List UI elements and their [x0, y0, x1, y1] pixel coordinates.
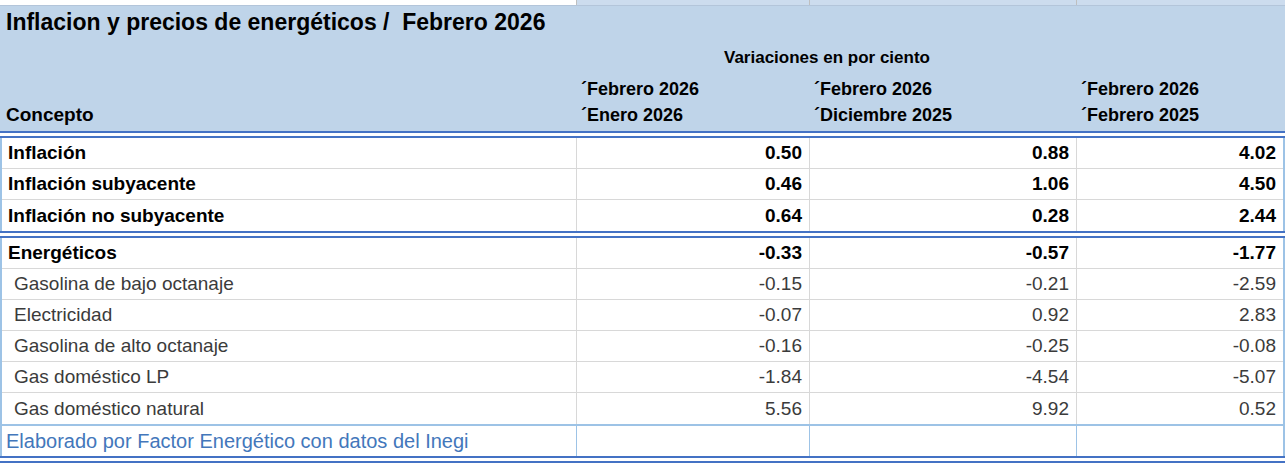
double-border-divider [0, 231, 1285, 238]
value-cell: -0.07 [577, 300, 810, 330]
concept-cell: Electricidad [2, 300, 577, 330]
column-header-ytd: ´Febrero 2026 ´Diciembre 2025 [810, 76, 1077, 131]
value-cell: 0.50 [577, 138, 810, 168]
column-header-line2: ´Diciembre 2025 [814, 102, 1077, 128]
column-header-line2: ´Febrero 2025 [1081, 102, 1285, 128]
value-cell: 9.92 [810, 393, 1077, 424]
value-cell: -0.21 [810, 269, 1077, 299]
source-note: Elaborado por Factor Energético con dato… [2, 430, 469, 453]
value-cell: 0.92 [810, 300, 1077, 330]
column-header-yoy: ´Febrero 2026 ´Febrero 2025 [1077, 76, 1285, 131]
value-cell: -0.33 [577, 238, 810, 268]
concept-cell: Gasolina de alto octanaje [2, 331, 577, 361]
value-cell: 2.44 [1077, 200, 1283, 231]
concept-cell: Gas doméstico LP [2, 362, 577, 392]
value-cell: -2.59 [1077, 269, 1283, 299]
value-cell: 5.56 [577, 393, 810, 424]
table-row: Gasolina de bajo octanaje -0.15 -0.21 -2… [2, 269, 1283, 300]
table-row: Inflación 0.50 0.88 4.02 [2, 138, 1283, 169]
energy-section: Energéticos -0.33 -0.57 -1.77 Gasolina d… [0, 238, 1285, 424]
concept-cell: Inflación [2, 138, 577, 168]
value-cell: -5.07 [1077, 362, 1283, 392]
source-cell: Elaborado por Factor Energético con dato… [2, 426, 577, 456]
value-cell: -0.25 [810, 331, 1077, 361]
value-cell: -1.84 [577, 362, 810, 392]
inflation-energy-table: Inflacion y precios de energéticos / Feb… [0, 0, 1288, 472]
column-header-line1: ´Febrero 2026 [814, 76, 1077, 102]
table-title: Inflacion y precios de energéticos / Feb… [6, 9, 545, 36]
column-header-line2: ´Enero 2026 [581, 102, 810, 128]
double-border-divider [0, 131, 1285, 138]
table-row: Energéticos -0.33 -0.57 -1.77 [2, 238, 1283, 269]
strip-cell [0, 0, 577, 5]
table-row: Gas doméstico LP -1.84 -4.54 -5.07 [2, 362, 1283, 393]
table-header: Inflacion y precios de energéticos / Feb… [0, 6, 1285, 131]
strip-cell [1077, 0, 1285, 5]
empty-cell [1077, 426, 1283, 456]
value-cell: 1.06 [810, 169, 1077, 199]
strip-cell [810, 0, 1077, 5]
table-row: Gasolina de alto octanaje -0.16 -0.25 -0… [2, 331, 1283, 362]
value-cell: -0.15 [577, 269, 810, 299]
empty-cell [810, 426, 1077, 456]
table-row: Inflación subyacente 0.46 1.06 4.50 [2, 169, 1283, 200]
concept-cell: Gas doméstico natural [2, 393, 577, 424]
table-row: Inflación no subyacente 0.64 0.28 2.44 [2, 200, 1283, 231]
column-header-line1: ´Febrero 2026 [581, 76, 810, 102]
value-cell: -0.08 [1077, 331, 1283, 361]
value-cell: -1.77 [1077, 238, 1283, 268]
value-cell: 0.28 [810, 200, 1077, 231]
inflation-section: Inflación 0.50 0.88 4.02 Inflación subya… [0, 138, 1285, 231]
strip-cell [577, 0, 810, 5]
value-cell: 2.83 [1077, 300, 1283, 330]
value-cell: 0.52 [1077, 393, 1283, 424]
value-cell: 4.50 [1077, 169, 1283, 199]
concept-column-header: Concepto [0, 76, 577, 131]
concept-cell: Inflación subyacente [2, 169, 577, 199]
table-row: Gas doméstico natural 5.56 9.92 0.52 [2, 393, 1283, 424]
double-border-bottom [0, 456, 1285, 463]
source-row: Elaborado por Factor Energético con dato… [0, 424, 1285, 456]
concept-cell: Inflación no subyacente [2, 200, 577, 231]
value-cell: -0.16 [577, 331, 810, 361]
value-cell: -4.54 [810, 362, 1077, 392]
table-row: Electricidad -0.07 0.92 2.83 [2, 300, 1283, 331]
value-cell: 4.02 [1077, 138, 1283, 168]
value-cell: 0.88 [810, 138, 1077, 168]
value-cell: -0.57 [810, 238, 1077, 268]
column-header-line1: ´Febrero 2026 [1081, 76, 1285, 102]
concept-cell: Energéticos [2, 238, 577, 268]
column-headers: Concepto ´Febrero 2026 ´Enero 2026 ´Febr… [0, 76, 1285, 131]
group-header: Variaciones en por ciento [577, 48, 1077, 68]
value-cell: 0.46 [577, 169, 810, 199]
concept-cell: Gasolina de bajo octanaje [2, 269, 577, 299]
value-cell: 0.64 [577, 200, 810, 231]
column-header-month-over-month: ´Febrero 2026 ´Enero 2026 [577, 76, 810, 131]
empty-cell [577, 426, 810, 456]
